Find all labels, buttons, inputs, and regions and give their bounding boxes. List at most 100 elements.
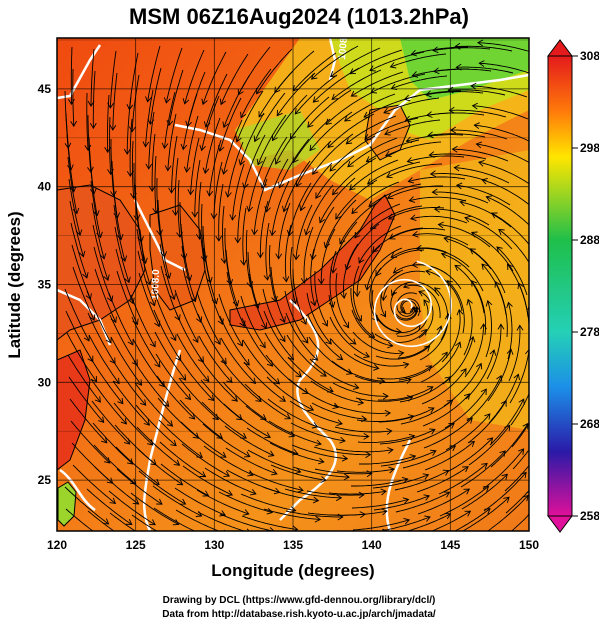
streamline bbox=[343, 243, 359, 299]
streamline bbox=[478, 161, 529, 185]
streamline-arrow bbox=[336, 354, 344, 361]
streamline-arrow bbox=[237, 88, 244, 96]
streamline bbox=[460, 450, 506, 488]
streamline-arrow bbox=[459, 199, 466, 207]
streamline bbox=[165, 47, 183, 103]
streamline bbox=[197, 313, 227, 364]
streamline bbox=[182, 93, 198, 150]
streamline-arrow bbox=[425, 90, 432, 98]
streamline bbox=[309, 111, 353, 151]
streamline-arrow bbox=[537, 327, 543, 332]
streamline bbox=[171, 135, 178, 193]
streamline bbox=[129, 118, 133, 177]
streamline bbox=[174, 289, 199, 343]
streamline-arrow bbox=[271, 547, 276, 553]
streamline-arrow bbox=[201, 98, 208, 106]
streamline bbox=[69, 398, 108, 444]
x-tick-label: 125 bbox=[126, 538, 146, 552]
streamline bbox=[329, 250, 337, 308]
streamline bbox=[483, 472, 527, 512]
streamline bbox=[137, 250, 156, 306]
streamline-arrow bbox=[429, 428, 436, 435]
streamline bbox=[311, 206, 335, 260]
streamline-arrow bbox=[369, 65, 376, 72]
streamline bbox=[86, 290, 112, 344]
streamline bbox=[438, 224, 491, 248]
streamline bbox=[376, 365, 432, 380]
streamline-arrow bbox=[455, 63, 462, 71]
colorbar: 308 298 288 278 268 258 bbox=[547, 39, 599, 533]
credit-data: Data from http://database.rish.kyoto-u.a… bbox=[162, 609, 436, 620]
colorbar-scale bbox=[547, 55, 573, 517]
streamline bbox=[490, 423, 529, 468]
streamline bbox=[352, 265, 362, 322]
streamline-arrow bbox=[282, 205, 289, 213]
plot-frame bbox=[56, 37, 530, 532]
streamline bbox=[288, 182, 312, 236]
streamline bbox=[464, 217, 513, 250]
streamline-arrow bbox=[210, 213, 218, 220]
streamline-arrow bbox=[117, 397, 124, 405]
streamline bbox=[154, 155, 157, 214]
streamline bbox=[396, 299, 429, 337]
streamline-arrow bbox=[466, 298, 473, 306]
streamline-arrow bbox=[409, 214, 417, 222]
streamline bbox=[358, 225, 402, 264]
streamline bbox=[369, 51, 425, 71]
streamline bbox=[388, 207, 445, 220]
streamline bbox=[426, 112, 485, 116]
streamline-arrow bbox=[382, 528, 389, 531]
streamline bbox=[239, 112, 265, 166]
streamline-arrow bbox=[383, 107, 390, 114]
streamline bbox=[504, 464, 529, 492]
streamline-arrow bbox=[220, 357, 227, 365]
streamline-arrow bbox=[128, 297, 135, 305]
streamline-arrow bbox=[382, 392, 389, 400]
streamline-arrow bbox=[433, 67, 440, 75]
streamline bbox=[69, 200, 84, 257]
streamline bbox=[68, 178, 81, 236]
streamline-arrow bbox=[387, 213, 395, 220]
chart-title: MSM 06Z16Aug2024 (1013.2hPa) bbox=[129, 4, 469, 29]
streamline bbox=[109, 116, 112, 175]
streamline bbox=[351, 71, 404, 97]
streamline-arrow bbox=[404, 115, 412, 123]
streamline bbox=[263, 508, 321, 520]
streamline bbox=[126, 96, 132, 154]
streamline-arrow bbox=[299, 204, 306, 212]
streamline-arrow bbox=[429, 170, 437, 178]
streamline-arrow bbox=[476, 362, 483, 370]
streamline bbox=[91, 400, 131, 445]
y-tick-labels: 25 30 35 40 45 bbox=[38, 82, 52, 487]
streamline-arrow bbox=[399, 306, 406, 314]
streamline bbox=[530, 304, 533, 361]
streamline bbox=[109, 314, 138, 366]
streamline bbox=[135, 206, 147, 264]
streamline bbox=[130, 492, 179, 525]
streamline-arrow bbox=[224, 549, 230, 555]
streamline-arrow bbox=[442, 469, 450, 476]
streamline-arrow bbox=[219, 510, 227, 517]
streamline bbox=[160, 463, 209, 497]
streamline bbox=[445, 413, 491, 451]
streamline-arrow bbox=[496, 374, 503, 382]
streamline bbox=[89, 356, 124, 404]
streamline bbox=[357, 435, 415, 443]
streamline-arrow bbox=[329, 165, 336, 172]
streamline-arrow bbox=[188, 413, 196, 420]
streamline bbox=[359, 455, 416, 465]
streamline-arrow bbox=[202, 490, 210, 497]
streamline bbox=[315, 155, 355, 199]
streamline-arrow bbox=[345, 138, 353, 145]
streamline-arrow bbox=[278, 181, 285, 189]
streamline bbox=[222, 205, 226, 264]
streamline bbox=[240, 295, 266, 348]
streamline bbox=[375, 249, 424, 277]
streamline bbox=[511, 514, 529, 531]
streamline-arrow bbox=[481, 462, 488, 470]
streamline bbox=[351, 498, 409, 509]
streamline-arrow bbox=[351, 207, 358, 215]
streamline bbox=[394, 470, 449, 491]
streamline-arrow bbox=[136, 379, 143, 386]
streamline-arrow bbox=[537, 448, 542, 454]
